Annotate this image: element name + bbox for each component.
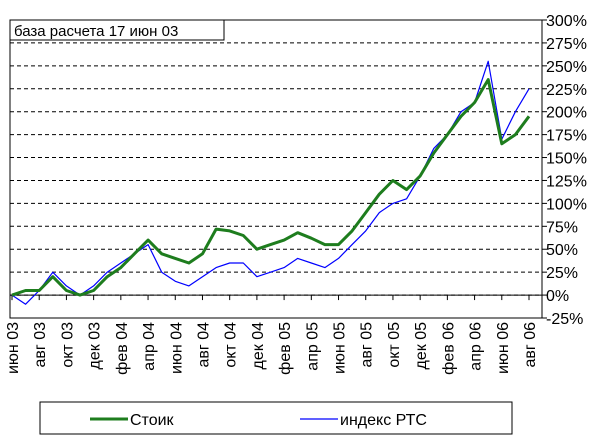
y-tick-label: 250% (546, 59, 587, 76)
x-tick-label: дек 04 (250, 322, 267, 370)
x-tick-label: авг 06 (522, 322, 539, 368)
x-tick-label: фев 04 (114, 322, 131, 375)
y-tick-label: 25% (546, 265, 578, 282)
y-tick-label: 125% (546, 173, 587, 190)
x-tick-label: дек 05 (413, 322, 430, 370)
annotation: база расчета 17 июн 03 (14, 23, 178, 40)
y-tick-label: 100% (546, 196, 587, 213)
series-line (11, 78, 531, 297)
x-tick-label: апр 04 (141, 322, 158, 371)
x-tick-label: июн 05 (332, 322, 349, 374)
legend-label: Стоик (130, 412, 175, 429)
x-tick-label: дек 03 (87, 322, 104, 370)
y-tick-label: 75% (546, 219, 578, 236)
legend-label: индекс РТС (340, 412, 427, 429)
x-tick-label: фев 05 (277, 322, 294, 375)
annotation-box (9, 19, 225, 41)
x-tick-label: авг 03 (32, 322, 49, 368)
y-tick-label: 200% (546, 105, 587, 122)
y-tick-label: 50% (546, 242, 578, 259)
y-tick-label: 225% (546, 82, 587, 99)
y-tick-label: -25% (546, 311, 583, 328)
y-tick-label: 0% (546, 288, 569, 305)
x-tick-label: авг 04 (195, 322, 212, 368)
series-line (11, 60, 530, 305)
y-tick-label: 275% (546, 36, 587, 53)
x-tick-label: июн 04 (168, 322, 185, 374)
x-tick-label: фев 06 (440, 322, 457, 375)
x-tick-label: окт 03 (59, 322, 76, 368)
x-tick-label: апр 05 (304, 322, 321, 371)
x-tick-label: июн 06 (495, 322, 512, 374)
x-tick-label: апр 06 (468, 322, 485, 371)
y-tick-label: 175% (546, 128, 587, 145)
x-tick-label: авг 05 (359, 322, 376, 368)
plot-frame (9, 19, 543, 319)
x-tick-label: окт 04 (223, 322, 240, 368)
x-tick-label: окт 05 (386, 322, 403, 368)
x-tick-label: июн 03 (5, 322, 22, 374)
y-tick-label: 150% (546, 151, 587, 168)
y-tick-label: 300% (546, 13, 587, 30)
